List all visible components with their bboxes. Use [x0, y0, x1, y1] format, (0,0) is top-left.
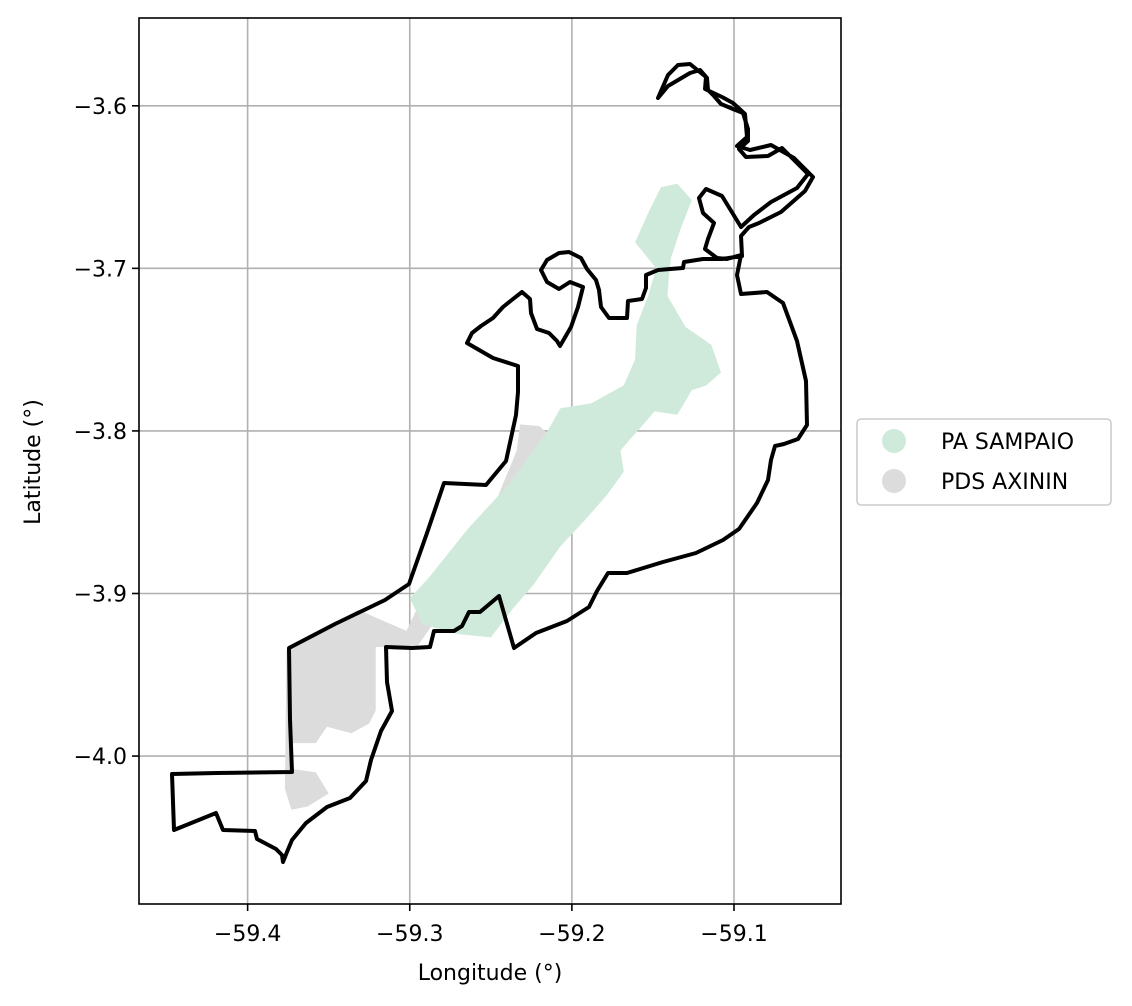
boundary-outline [170, 62, 815, 864]
legend-frame [856, 418, 1112, 506]
x-tick-label: −59.4 [214, 922, 281, 947]
x-tick-label: −59.1 [700, 922, 767, 947]
y-tick-label: −3.9 [74, 582, 127, 607]
legend-marker-pa-sampaio [882, 429, 906, 453]
legend-label-pds-axinin: PDS AXININ [941, 470, 1068, 495]
y-tick-label: −3.8 [74, 420, 127, 445]
map-boundary [170, 62, 815, 864]
x-tick-label: −59.3 [376, 922, 443, 947]
y-tick-label: −3.7 [74, 257, 127, 282]
y-tick-label: −3.6 [74, 95, 127, 120]
x-ticks: −59.4 −59.3 −59.2 −59.1 [214, 904, 768, 947]
legend: PA SAMPAIO PDS AXININ [856, 418, 1112, 506]
y-axis-label: Latitude (°) [21, 399, 46, 525]
y-ticks: −3.6 −3.7 −3.8 −3.9 −4.0 [74, 95, 139, 770]
area-pa-sampaio [409, 183, 721, 638]
x-tick-label: −59.2 [538, 922, 605, 947]
y-tick-label: −4.0 [74, 745, 127, 770]
x-axis-label: Longitude (°) [418, 961, 563, 986]
legend-marker-pds-axinin [882, 469, 906, 493]
plot-frame [138, 17, 842, 905]
legend-label-pa-sampaio: PA SAMPAIO [941, 430, 1074, 455]
map-areas [284, 183, 721, 810]
